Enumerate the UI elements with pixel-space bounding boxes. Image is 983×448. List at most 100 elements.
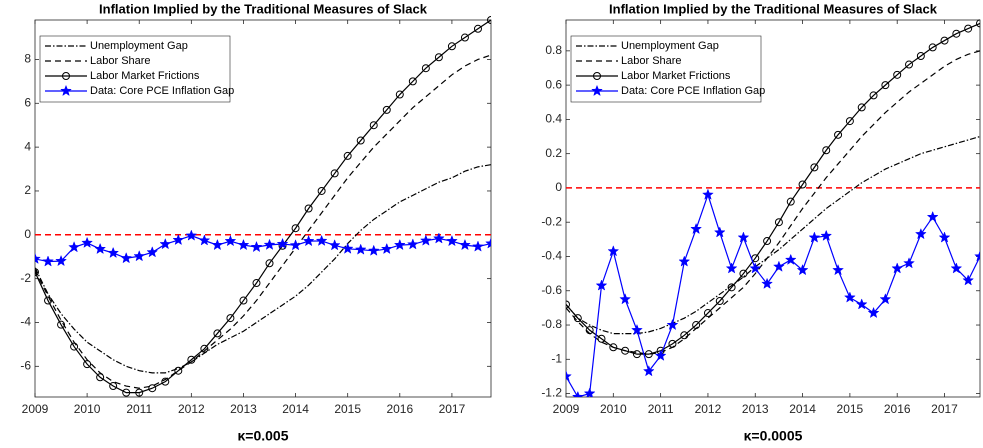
data-point xyxy=(583,387,596,397)
x-tick-label: 2016 xyxy=(884,402,911,416)
chart-panel: Inflation Implied by the Traditional Mea… xyxy=(541,1,981,444)
data-point xyxy=(962,274,975,286)
data-point xyxy=(55,254,67,267)
data-point xyxy=(485,237,491,249)
data-point xyxy=(820,229,833,241)
legend-label: Labor Market Frictions xyxy=(621,70,731,82)
data-point xyxy=(434,53,443,62)
y-tick-label: -0.4 xyxy=(541,249,562,263)
x-tick-label: 2016 xyxy=(386,402,413,416)
data-point xyxy=(903,257,915,269)
data-point xyxy=(42,255,54,267)
data-point xyxy=(304,204,313,213)
data-point xyxy=(869,91,878,100)
data-point xyxy=(964,24,973,33)
legend-label: Labor Share xyxy=(90,55,151,67)
y-tick-label: 2 xyxy=(24,183,31,197)
data-point xyxy=(68,241,81,253)
y-tick-label: 0.2 xyxy=(545,146,562,160)
data-point xyxy=(761,277,774,289)
data-point xyxy=(666,318,679,331)
y-tick-label: -1 xyxy=(551,351,562,365)
data-point xyxy=(107,246,120,259)
data-point xyxy=(632,350,641,359)
data-point xyxy=(763,237,772,246)
data-point xyxy=(487,16,491,24)
data-point xyxy=(834,130,843,139)
legend-label: Labor Market Frictions xyxy=(90,70,200,82)
data-point xyxy=(330,169,339,178)
data-point xyxy=(737,231,750,243)
data-point xyxy=(146,246,159,258)
data-point xyxy=(678,255,691,267)
y-tick-label: -0.6 xyxy=(541,283,562,297)
data-point xyxy=(867,306,880,319)
data-point xyxy=(408,77,417,86)
data-point xyxy=(585,326,594,335)
x-tick-label: 2010 xyxy=(74,402,101,416)
data-point xyxy=(133,250,146,262)
data-point xyxy=(928,43,937,52)
x-tick-label: 2015 xyxy=(837,402,864,416)
y-tick-label: -0.2 xyxy=(541,214,562,228)
data-point xyxy=(213,329,222,338)
y-tick-label: 0.6 xyxy=(545,77,562,91)
series-line xyxy=(566,192,980,397)
data-point xyxy=(250,240,263,253)
data-point xyxy=(35,268,39,277)
data-point xyxy=(354,243,367,255)
data-point xyxy=(343,151,352,160)
x-tick-label: 2009 xyxy=(553,402,580,416)
data-point xyxy=(265,259,274,268)
data-point xyxy=(356,136,365,145)
data-point xyxy=(654,349,667,361)
data-point xyxy=(773,260,785,272)
data-point xyxy=(914,227,927,240)
y-tick-label: 0 xyxy=(24,227,31,241)
data-point xyxy=(120,252,133,264)
data-point xyxy=(786,197,795,206)
y-tick-label: -2 xyxy=(20,271,31,285)
data-point xyxy=(367,244,380,256)
data-point xyxy=(185,229,198,241)
data-point xyxy=(808,231,821,243)
data-point xyxy=(774,218,783,227)
x-axis-label: κ=0.0005 xyxy=(744,428,803,444)
x-axis-label: κ=0.005 xyxy=(237,428,288,444)
legend-marker xyxy=(60,84,72,97)
data-point xyxy=(445,234,458,247)
data-point xyxy=(680,331,689,340)
y-tick-label: 0.8 xyxy=(545,43,562,57)
data-point xyxy=(891,262,904,274)
legend-marker xyxy=(593,72,601,80)
data-point xyxy=(798,180,807,189)
data-point xyxy=(263,238,276,250)
data-point xyxy=(35,252,41,264)
data-point xyxy=(135,388,144,397)
data-point xyxy=(70,342,79,351)
legend: Unemployment Gap Labor Share Labor Market … xyxy=(570,35,765,103)
legend-marker xyxy=(62,72,70,80)
y-tick-label: 4 xyxy=(24,139,31,153)
legend-label: Data: Core PCE Inflation Gap xyxy=(621,85,765,97)
y-tick-label: -6 xyxy=(20,358,31,372)
data-point xyxy=(715,297,724,306)
data-point xyxy=(341,242,354,254)
x-tick-label: 2013 xyxy=(742,402,769,416)
data-point xyxy=(702,188,714,200)
data-point xyxy=(81,236,94,248)
data-point xyxy=(96,373,105,382)
data-point xyxy=(421,64,430,73)
data-point xyxy=(419,234,432,246)
data-point xyxy=(566,300,570,309)
chart-panel: Inflation Implied by the Traditional Mea… xyxy=(20,1,492,444)
data-point xyxy=(226,314,235,323)
data-point xyxy=(843,291,856,303)
x-tick-label: 2012 xyxy=(695,402,722,416)
data-point xyxy=(832,263,844,276)
series-line xyxy=(35,19,491,394)
data-point xyxy=(239,296,248,305)
data-point xyxy=(369,121,378,130)
x-tick-label: 2012 xyxy=(178,402,205,416)
data-point xyxy=(161,377,170,386)
